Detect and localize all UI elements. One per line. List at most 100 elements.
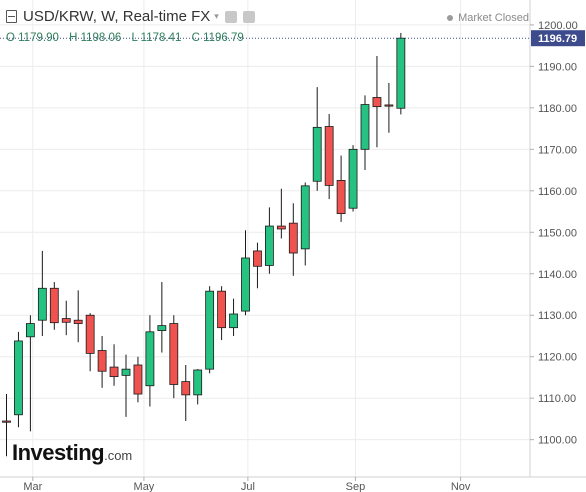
logo-main: Investing	[12, 440, 105, 465]
candle-body	[109, 366, 119, 378]
candle-body	[312, 126, 322, 182]
candle-down	[372, 55, 382, 148]
symbol-menu-icon[interactable]	[6, 10, 17, 23]
candle-down	[288, 203, 298, 276]
y-tick-label: 1150.00	[538, 227, 577, 239]
ohlc-close: C 1196.79	[191, 32, 244, 44]
candle-up	[300, 182, 310, 266]
axes	[0, 0, 586, 478]
x-tick-label: Sep	[346, 481, 366, 492]
y-axis-ticks: 1100.00 1110.00 1120.00 1130.00 1140.00 1150.…	[530, 20, 578, 447]
candle-down	[181, 365, 191, 422]
last-price-label: 1196.79	[538, 33, 577, 45]
candle-up	[193, 369, 203, 405]
candle-up	[121, 354, 131, 417]
candle-down	[253, 242, 262, 289]
candle-up	[14, 331, 23, 428]
candle-body	[49, 287, 59, 324]
ohlc-open: O 1179.90	[6, 32, 59, 44]
candle-body	[157, 325, 167, 331]
candle-body	[276, 225, 286, 230]
candle-up	[205, 286, 215, 374]
candle-down	[324, 114, 334, 200]
x-tick-label: Nov	[451, 481, 471, 492]
candle-up	[312, 87, 322, 191]
ohlc-readout: O 1179.90 H 1198.06 L 1178.41 C 1196.79	[6, 32, 251, 44]
candle-up	[37, 250, 47, 336]
y-tick-label: 1100.00	[538, 435, 577, 447]
candle-body	[169, 323, 179, 385]
candle-body	[73, 319, 83, 324]
candle-body	[133, 364, 143, 395]
camera-icon[interactable]	[224, 10, 237, 23]
x-axis-ticks: Mar May Jul Sep Nov	[23, 477, 471, 492]
candle-body	[336, 180, 346, 215]
candle-up	[396, 32, 406, 115]
candle-body	[229, 313, 238, 329]
candle-down	[2, 394, 11, 457]
candle-up	[348, 145, 358, 212]
status-dot-icon	[447, 15, 454, 21]
candle-down	[217, 286, 227, 341]
candle-down	[109, 344, 119, 386]
candles	[2, 32, 406, 457]
candle-body	[217, 290, 227, 329]
chart-title[interactable]: USD/KRW, W, Real-time FX	[23, 8, 211, 25]
y-tick-label: 1110.00	[538, 393, 576, 405]
candle-down	[384, 82, 394, 133]
candle-body	[85, 314, 95, 354]
logo-suffix: .com	[104, 448, 133, 463]
y-tick-label: 1200.00	[538, 20, 578, 32]
candle-body	[372, 97, 382, 107]
candle-body	[25, 323, 35, 338]
candle-down	[336, 155, 346, 222]
candle-up	[145, 315, 155, 407]
chart-header: USD/KRW, W, Real-time FX ▾	[6, 8, 255, 25]
x-tick-label: Jul	[241, 481, 255, 492]
candle-body	[348, 148, 358, 209]
market-status-label: Market Closed	[458, 12, 529, 24]
gear-icon[interactable]	[242, 10, 255, 23]
candle-down	[97, 335, 107, 388]
candle-body	[2, 420, 11, 423]
y-tick-label: 1160.00	[538, 186, 577, 198]
candle-body	[97, 350, 107, 372]
candle-body	[205, 290, 215, 370]
y-tick-label: 1170.00	[538, 144, 577, 156]
candle-body	[324, 126, 334, 186]
candle-down	[73, 290, 83, 343]
candle-down	[169, 315, 179, 399]
candle-down	[85, 313, 95, 372]
candle-body	[193, 369, 203, 396]
ohlc-low: L 1178.41	[131, 32, 182, 44]
candle-body	[253, 250, 262, 267]
candle-body	[360, 104, 370, 150]
candle-up	[25, 315, 35, 432]
candle-up	[241, 230, 250, 316]
candle-body	[14, 340, 23, 416]
y-tick-label: 1140.00	[538, 269, 577, 281]
investing-logo: Investing.com	[12, 440, 132, 466]
y-tick-label: 1190.00	[538, 61, 577, 73]
candle-body	[61, 318, 71, 323]
candle-up	[157, 282, 167, 353]
candle-body	[396, 37, 406, 109]
candle-body	[264, 225, 274, 266]
candle-down	[276, 188, 286, 239]
candle-down	[133, 356, 143, 403]
candle-body	[241, 257, 250, 312]
candle-body	[384, 104, 394, 107]
candle-body	[288, 222, 298, 254]
candle-body	[300, 185, 310, 250]
candle-up	[264, 207, 274, 274]
x-tick-label: May	[134, 481, 155, 492]
candle-down	[49, 282, 59, 330]
candle-body	[181, 381, 191, 396]
ohlc-high: H 1198.06	[69, 32, 122, 44]
candle-body	[145, 331, 155, 387]
candle-body	[37, 287, 47, 321]
chevron-down-icon[interactable]: ▾	[214, 11, 219, 21]
y-tick-label: 1120.00	[538, 352, 577, 364]
last-price-tag	[531, 30, 585, 47]
